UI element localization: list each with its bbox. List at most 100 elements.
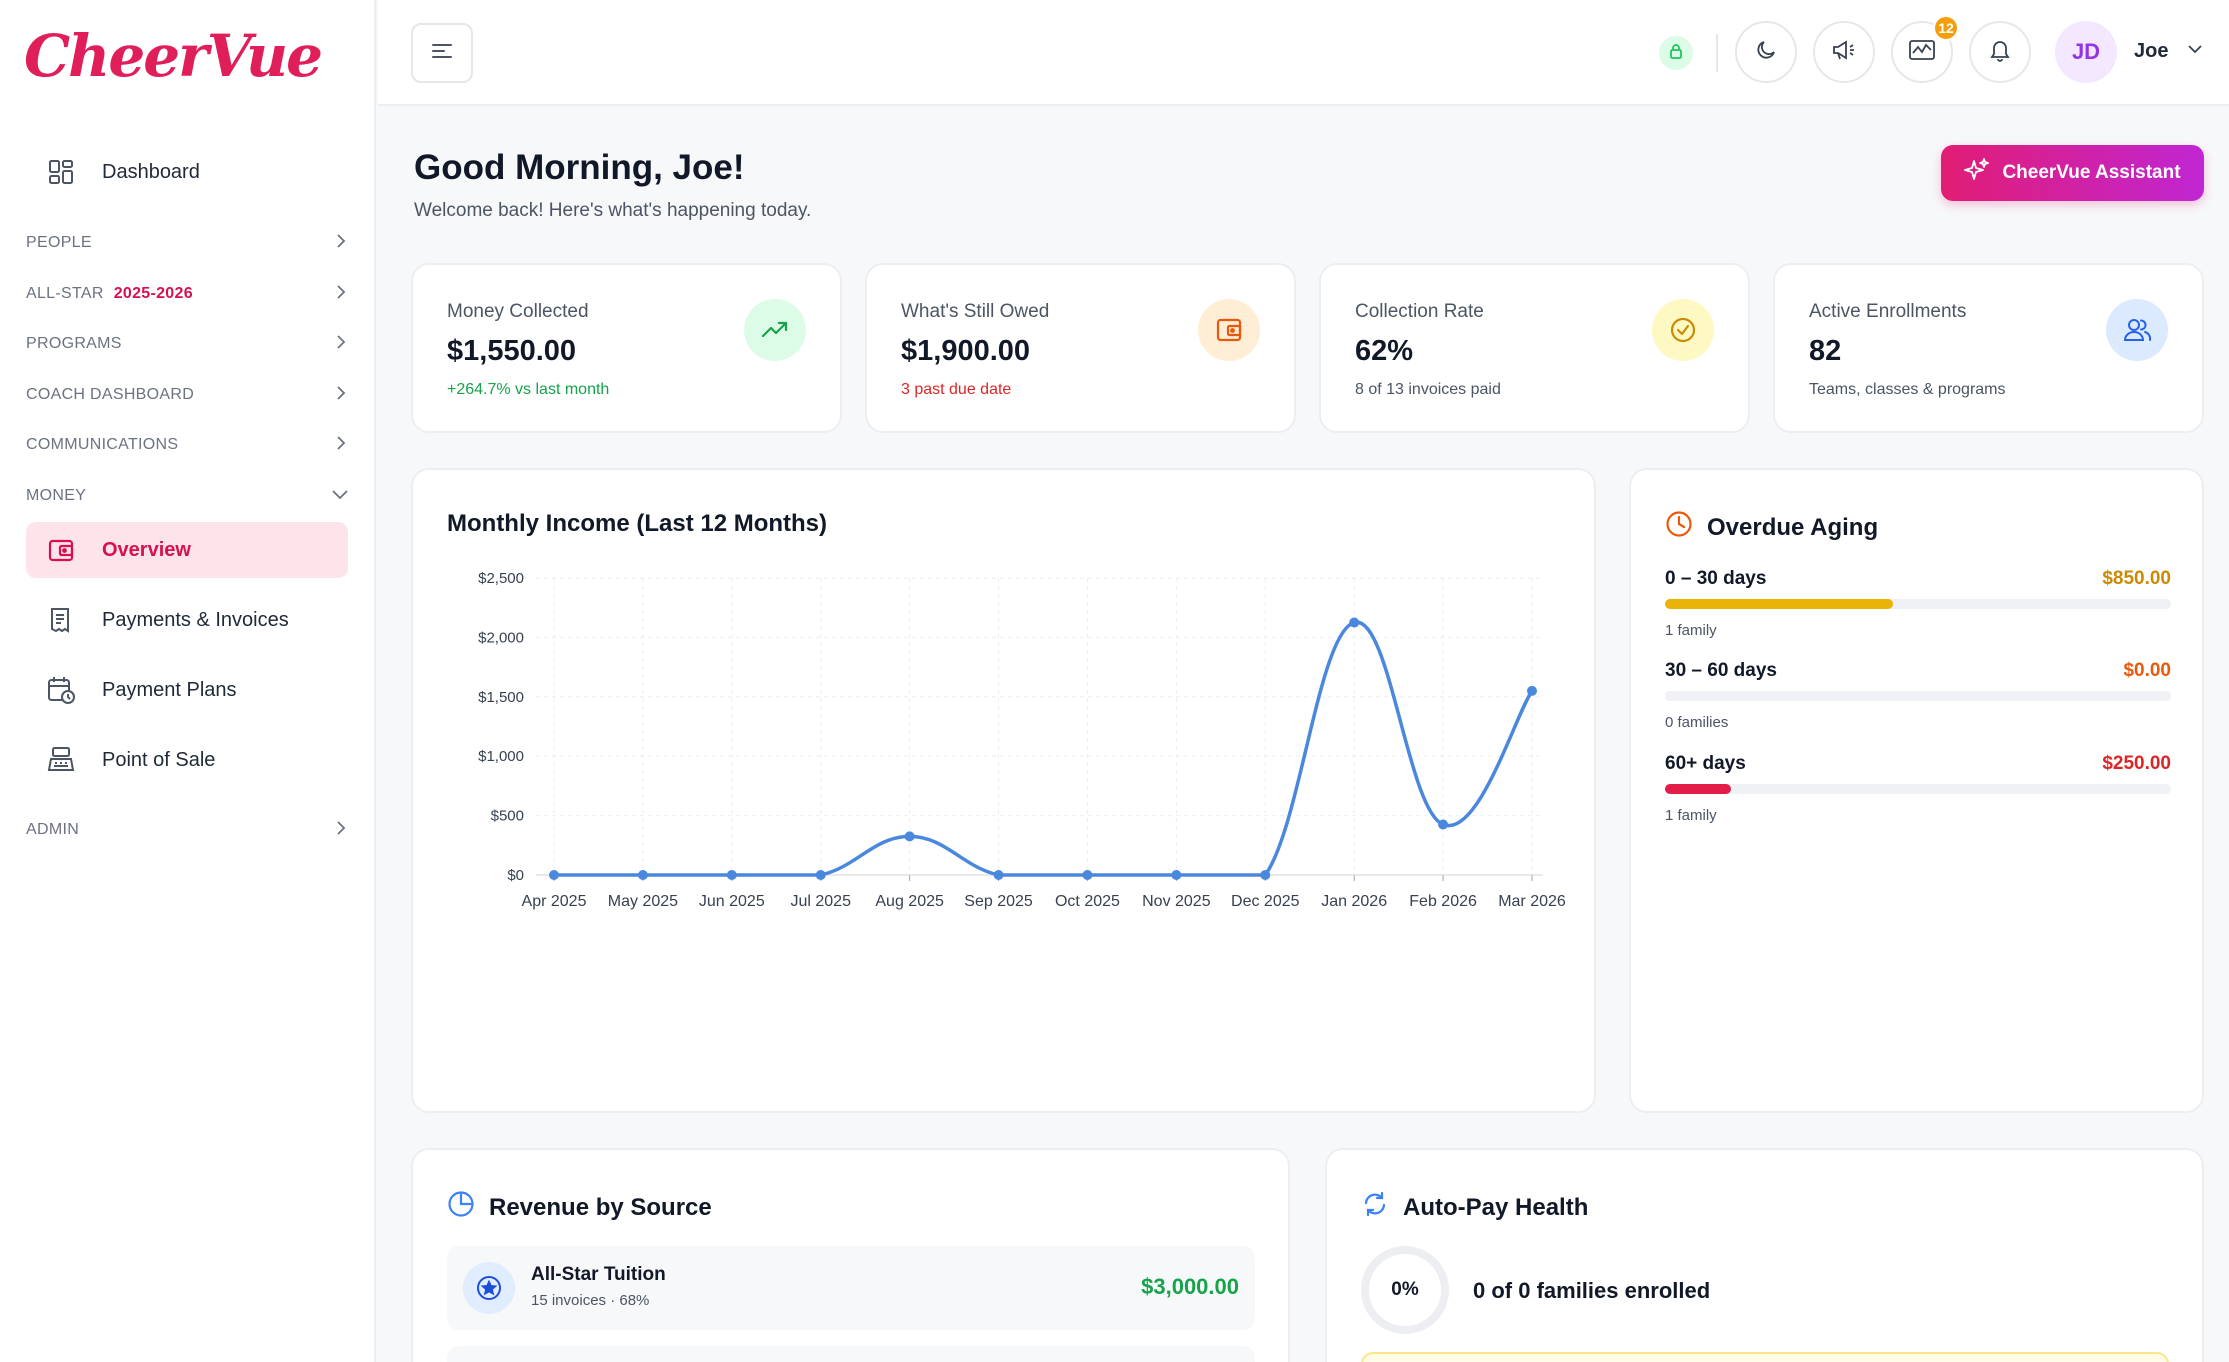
aging-row: 60+ days $250.00 1 family <box>1665 753 2171 824</box>
user-name[interactable]: Joe <box>2134 40 2169 62</box>
aging-title-row: Overdue Aging <box>1665 510 1878 545</box>
section-label: MONEY <box>26 487 87 504</box>
autopay-title-row: Auto-Pay Health <box>1361 1190 1588 1225</box>
chevron-down-icon[interactable] <box>2186 42 2204 61</box>
data-point <box>993 870 1004 880</box>
sidebar-item-label: Payments & Invoices <box>102 608 289 631</box>
register-icon <box>44 743 78 777</box>
stat-card-collection-rate: Collection Rate 62% 8 of 13 invoices pai… <box>1319 263 1750 433</box>
sidebar-section-people[interactable]: PEOPLE <box>26 228 348 258</box>
lock-status[interactable] <box>1659 36 1693 70</box>
income-chart-card: Monthly Income (Last 12 Months) $0 $500 $1… <box>411 468 1596 1113</box>
assistant-button[interactable]: CheerVue Assistant <box>1941 145 2204 201</box>
sidebar-item-label: Overview <box>102 538 191 561</box>
section-label: ADMIN <box>26 821 80 838</box>
stat-sub: Teams, classes & programs <box>1809 381 2006 398</box>
welcome-text: Welcome back! Here's what's happening to… <box>414 200 812 221</box>
revenue-item[interactable] <box>447 1346 1255 1362</box>
topbar-divider <box>1716 34 1718 72</box>
data-point <box>904 831 915 842</box>
revenue-title: Revenue by Source <box>489 1193 712 1221</box>
stat-card-money-collected: Money Collected $1,550.00 +264.7% vs las… <box>411 263 842 433</box>
refresh-icon <box>1361 1190 1389 1225</box>
stat-value: $1,900.00 <box>901 335 1031 367</box>
data-point <box>1349 617 1360 628</box>
pie-chart-icon <box>447 1190 475 1225</box>
stat-sub: 3 past due date <box>901 381 1012 398</box>
stat-label: Active Enrollments <box>1809 301 1967 322</box>
menu-icon <box>430 41 454 66</box>
aging-row: 0 – 30 days $850.00 1 family <box>1665 568 2171 639</box>
sparkles-icon <box>1964 157 1990 189</box>
data-point <box>1438 819 1449 830</box>
sidebar-section-money[interactable]: MONEY <box>26 481 348 511</box>
x-tick-label: Jun 2025 <box>699 893 765 910</box>
y-tick-label: $2,000 <box>478 629 524 646</box>
aging-track <box>1665 784 2171 794</box>
aging-fill <box>1665 784 1731 794</box>
aging-label: 30 – 60 days <box>1665 660 1777 681</box>
aging-sub: 0 families <box>1665 714 1729 731</box>
activity-badge: 12 <box>1933 15 1959 41</box>
aging-amount: $850.00 <box>2102 568 2171 589</box>
data-point <box>726 870 737 880</box>
section-label: PEOPLE <box>26 234 92 251</box>
sidebar-section-coach-dashboard[interactable]: COACH DASHBOARD <box>26 380 348 410</box>
aging-track <box>1665 691 2171 701</box>
x-tick-label: May 2025 <box>608 893 678 910</box>
chevron-right-icon <box>334 233 348 253</box>
chevron-right-icon <box>334 284 348 304</box>
x-tick-label: Aug 2025 <box>875 893 944 910</box>
notifications-button[interactable] <box>1969 21 2031 83</box>
data-point <box>1527 685 1537 696</box>
revenue-item[interactable]: All-Star Tuition 15 invoices · 68% $3,00… <box>447 1246 1255 1330</box>
section-label: COMMUNICATIONS <box>26 436 179 453</box>
stat-card-still-owed: What's Still Owed $1,900.00 3 past due d… <box>865 263 1296 433</box>
revenue-title-row: Revenue by Source <box>447 1190 712 1225</box>
sidebar: CheerVue Dashboard PEOPLE ALL-STAR 2025-2… <box>0 0 376 1362</box>
sidebar-item-overview[interactable]: Overview <box>26 522 348 578</box>
allstar-label: ALL-STAR <box>26 285 104 302</box>
check-circle-icon <box>1652 299 1714 361</box>
sidebar-item-label: Payment Plans <box>102 678 237 701</box>
stat-sub: +264.7% vs last month <box>447 381 610 398</box>
aging-amount: $250.00 <box>2102 753 2171 774</box>
sidebar-section-allstar[interactable]: ALL-STAR 2025-2026 <box>26 279 348 309</box>
menu-toggle-button[interactable] <box>411 23 473 83</box>
calendar-clock-icon <box>44 673 78 707</box>
activity-button[interactable]: 12 <box>1891 15 1959 83</box>
announcements-button[interactable] <box>1813 21 1875 83</box>
x-tick-label: Oct 2025 <box>1055 893 1120 910</box>
chevron-down-icon <box>332 487 348 506</box>
sidebar-section-admin[interactable]: ADMIN <box>26 815 348 845</box>
aging-title: Overdue Aging <box>1707 513 1879 541</box>
clock-icon <box>1665 510 1693 545</box>
app-logo[interactable]: CheerVue <box>24 22 323 90</box>
sidebar-section-communications[interactable]: COMMUNICATIONS <box>26 430 348 460</box>
aging-sub: 1 family <box>1665 622 1717 639</box>
stat-label: Money Collected <box>447 301 589 322</box>
sidebar-item-label: Dashboard <box>102 160 200 183</box>
autopay-notice <box>1361 1352 2169 1362</box>
revenue-name: All-Star Tuition <box>531 1264 666 1285</box>
sidebar-item-payments-invoices[interactable]: Payments & Invoices <box>26 592 348 648</box>
sidebar-section-programs[interactable]: PROGRAMS <box>26 329 348 359</box>
star-icon <box>463 1262 515 1314</box>
aging-label: 60+ days <box>1665 753 1746 774</box>
data-point <box>815 870 826 880</box>
aging-sub: 1 family <box>1665 807 1717 824</box>
y-tick-label: $0 <box>507 867 524 884</box>
stat-sub: 8 of 13 invoices paid <box>1355 381 1501 398</box>
chart-title: Monthly Income (Last 12 Months) <box>447 510 828 537</box>
avatar[interactable]: JD <box>2055 21 2117 83</box>
section-label: ALL-STAR 2025-2026 <box>26 285 193 303</box>
sidebar-item-point-of-sale[interactable]: Point of Sale <box>26 732 348 788</box>
sidebar-item-dashboard[interactable]: Dashboard <box>26 144 348 200</box>
trend-up-icon <box>744 299 806 361</box>
assistant-label: CheerVue Assistant <box>2002 162 2181 183</box>
aging-amount: $0.00 <box>2123 660 2171 681</box>
season-label: 2025-2026 <box>113 285 193 302</box>
theme-toggle-button[interactable] <box>1735 21 1797 83</box>
chevron-right-icon <box>334 334 348 354</box>
sidebar-item-payment-plans[interactable]: Payment Plans <box>26 662 348 718</box>
